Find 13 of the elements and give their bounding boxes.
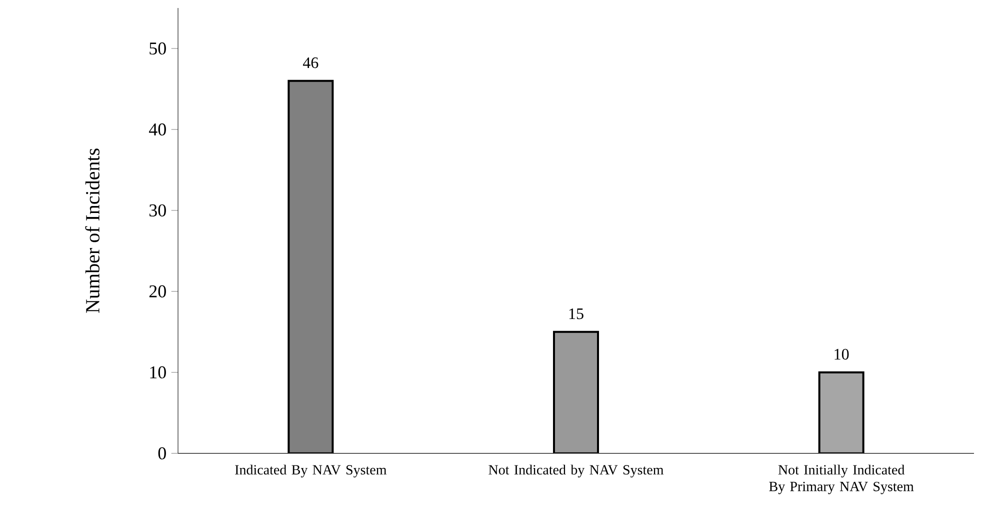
data-label: 15 xyxy=(569,308,584,320)
x-tick-label: Indicated By NAV System xyxy=(235,464,387,478)
y-tick-label: 10 xyxy=(150,366,166,378)
y-tick-label: 40 xyxy=(148,123,166,136)
x-tick-label: Not Initially Indicated By Primary NAV System xyxy=(769,464,914,494)
y-axis-title: Number of Incidents xyxy=(85,148,100,313)
data-label: 46 xyxy=(302,57,318,68)
data-label: 10 xyxy=(834,348,849,360)
y-tick-label: 0 xyxy=(158,447,166,460)
y-tick-label: 20 xyxy=(149,285,166,298)
y-tick-label: 30 xyxy=(149,204,166,216)
y-tick-label: 50 xyxy=(150,42,166,55)
x-tick-label: Not Indicated by NAV System xyxy=(488,464,664,478)
